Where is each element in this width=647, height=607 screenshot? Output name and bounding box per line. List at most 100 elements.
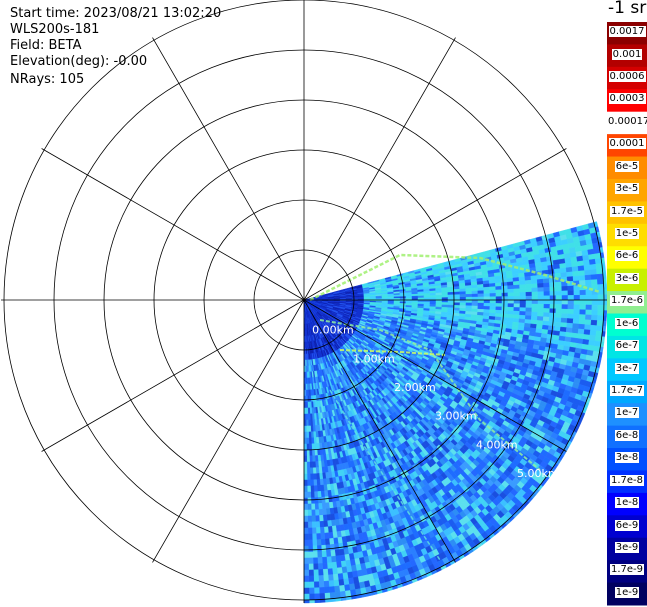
data-cell (567, 285, 575, 291)
data-cell (519, 295, 527, 301)
data-cell (530, 279, 538, 285)
data-cell (507, 285, 514, 290)
data-cell (595, 330, 603, 337)
data-cell (597, 299, 605, 306)
data-cell (501, 289, 509, 294)
data-cell (507, 299, 515, 304)
data-cell (543, 295, 551, 301)
data-cell (590, 319, 598, 326)
data-cell (591, 294, 599, 301)
data-cell (566, 322, 574, 329)
data-cell (583, 259, 591, 266)
data-cell (501, 310, 508, 315)
data-cell (477, 302, 485, 307)
data-cell (579, 289, 587, 296)
data-cell (573, 294, 581, 301)
data-cell (483, 293, 491, 298)
data-cell (483, 299, 491, 304)
data-cell (589, 263, 597, 271)
data-cell (429, 295, 437, 299)
data-cell (573, 309, 581, 315)
data-cell (531, 283, 538, 289)
data-cell (585, 289, 593, 296)
data-cell (471, 299, 479, 304)
data-cell (501, 296, 509, 301)
data-cell (524, 275, 532, 281)
data-cell (537, 303, 545, 309)
data-cell (597, 310, 605, 316)
data-cell (513, 307, 521, 312)
data-cell (471, 302, 479, 307)
data-cell (525, 287, 533, 293)
data-cell (483, 302, 491, 307)
data-cell (453, 291, 461, 295)
data-cell (559, 267, 567, 274)
data-cell (543, 282, 550, 288)
data-cell (549, 282, 556, 288)
data-cell (583, 329, 591, 336)
data-cell (555, 295, 563, 301)
data-cell (591, 304, 599, 311)
data-cell (531, 291, 539, 297)
data-cell (519, 307, 527, 312)
data-cell (577, 260, 585, 267)
data-cell (594, 258, 602, 265)
data-cell (530, 315, 538, 321)
data-cell (525, 291, 533, 297)
data-cell (579, 304, 587, 311)
data-cell (465, 293, 473, 298)
data-cell (495, 296, 503, 301)
data-cell (588, 258, 597, 266)
data-cell (572, 270, 580, 277)
data-cell (584, 269, 592, 276)
data-cell (507, 296, 515, 301)
data-cell (489, 286, 496, 291)
data-cell (525, 303, 533, 309)
data-cell (549, 299, 557, 305)
data-cell (501, 282, 508, 287)
data-cell (591, 309, 599, 316)
data-cell (518, 314, 526, 320)
data-cell (525, 311, 532, 317)
data-cell (590, 324, 598, 331)
data-cell (512, 277, 520, 282)
data-cell (531, 311, 538, 317)
data-cell (513, 288, 521, 293)
data-cell (596, 268, 604, 275)
data-cell (566, 318, 574, 324)
data-cell (525, 295, 533, 301)
data-cell (513, 303, 521, 308)
data-cell (489, 303, 497, 307)
data-cell (495, 299, 503, 304)
data-cell (537, 295, 545, 301)
data-cell (561, 290, 569, 296)
data-cell (554, 321, 562, 328)
data-cell (447, 302, 455, 306)
data-cell (597, 315, 604, 322)
data-cell (585, 294, 593, 301)
data-cell (585, 279, 592, 286)
data-cell (590, 274, 598, 281)
data-cell (567, 313, 574, 320)
data-cell (537, 287, 545, 293)
data-cell (549, 308, 557, 314)
data-cell (525, 283, 532, 289)
data-cell (471, 290, 479, 295)
data-cell (447, 291, 455, 296)
data-cell (596, 320, 604, 327)
data-cell (512, 280, 520, 286)
data-cell (525, 307, 533, 313)
data-cell (589, 329, 597, 337)
data-cell (519, 299, 527, 305)
data-cell (483, 286, 490, 291)
data-cell (554, 317, 562, 323)
data-cell (483, 290, 491, 294)
data-cell (543, 286, 551, 292)
data-cell (590, 269, 598, 276)
data-cell (459, 288, 466, 293)
data-cell (489, 293, 497, 297)
data-cell (585, 299, 593, 306)
data-cell (507, 288, 515, 294)
data-cell (567, 304, 575, 310)
data-cell (578, 270, 586, 277)
